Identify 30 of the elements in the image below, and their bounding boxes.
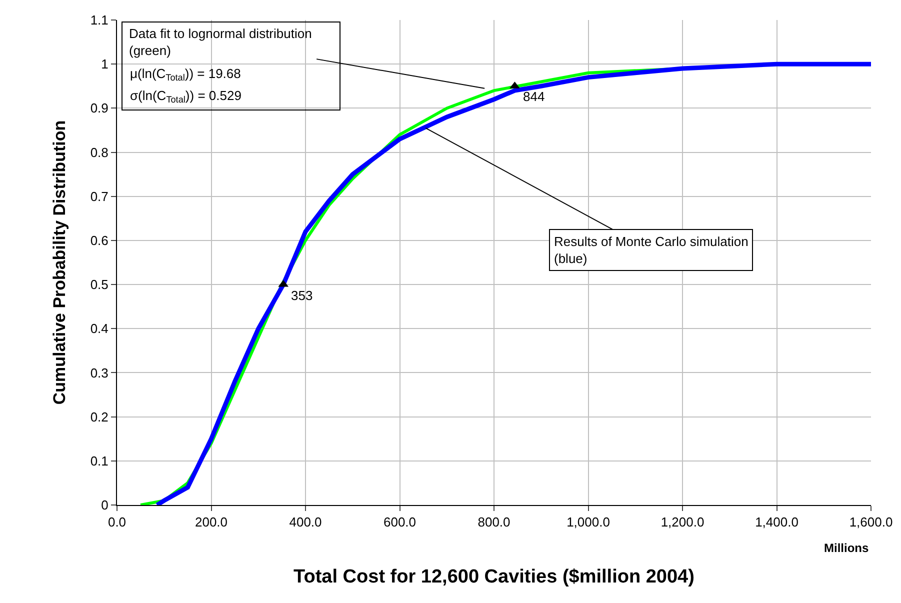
y-tick-label: 0.8 bbox=[90, 144, 108, 160]
x-tick-label: 400.0 bbox=[289, 514, 322, 530]
x-axis-title: Total Cost for 12,600 Cavities ($million 2004) bbox=[294, 566, 694, 588]
y-tick-label: 0.5 bbox=[90, 277, 108, 292]
y-tick-label: 0.9 bbox=[90, 100, 108, 116]
x-tick-label: 600.0 bbox=[383, 514, 416, 530]
x-tick-label: 200.0 bbox=[194, 514, 228, 530]
y-tick-label: 0.4 bbox=[90, 321, 108, 336]
annotation: σ(ln(C$_{Total}$)) = 0.529 bbox=[130, 88, 242, 105]
y-tick-label: 0.7 bbox=[90, 188, 108, 204]
y-tick-label: 0.2 bbox=[90, 409, 108, 424]
annotation: Results of Monte Carlo simulation (blue) bbox=[554, 234, 748, 266]
y-tick-label: 0.1 bbox=[90, 453, 108, 468]
x-tick-label: 1,600.0 bbox=[849, 514, 893, 530]
y-tick-label: 1.1 bbox=[90, 12, 108, 28]
annotation: Data fit to lognormal distribution (green) bbox=[129, 26, 312, 58]
y-axis-title: Cumulative Probability Distribution bbox=[50, 120, 69, 405]
annotation: 844 bbox=[523, 89, 545, 104]
annotation: μ(ln(C$_{Total}$)) = 19.68 bbox=[130, 66, 241, 83]
x-tick-label: 1,200.0 bbox=[660, 514, 704, 530]
x-tick-label: 800.0 bbox=[478, 514, 510, 530]
x-tick-label: 1,000.0 bbox=[566, 514, 610, 530]
y-tick-label: 0 bbox=[101, 498, 108, 513]
text: Millions bbox=[824, 541, 869, 555]
y-tick-label: 1 bbox=[101, 56, 108, 72]
annotation: 353 bbox=[291, 288, 313, 303]
y-tick-label: 0.6 bbox=[90, 233, 108, 248]
x-tick-label: 1,400.0 bbox=[755, 514, 798, 530]
x-tick-label: 0.0 bbox=[108, 514, 126, 530]
y-tick-label: 0.3 bbox=[90, 365, 108, 380]
